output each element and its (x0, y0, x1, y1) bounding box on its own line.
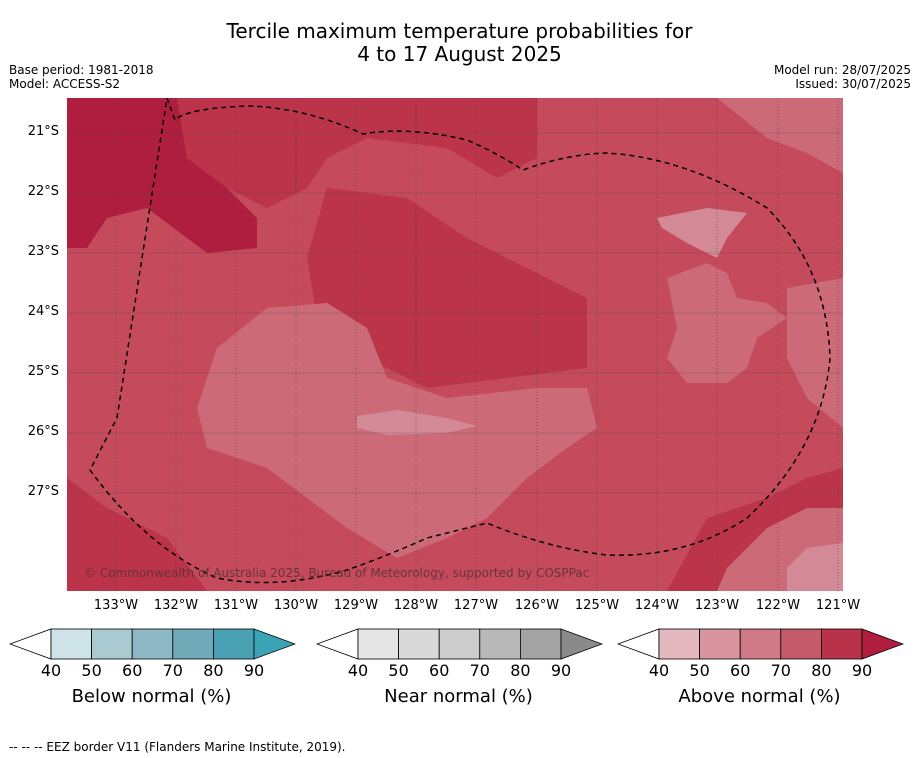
legend-segment (780, 628, 822, 660)
lat-label: 24°S (27, 304, 59, 319)
lon-label: 123°W (694, 598, 740, 613)
legend-colorbar (617, 628, 904, 660)
map-grid (67, 98, 843, 591)
legend-segment (212, 628, 255, 660)
legend-tick-label: 60 (122, 661, 143, 680)
lon-label: 121°W (815, 598, 861, 613)
map-svg (67, 98, 843, 591)
meta-left: Base period: 1981-2018 Model: ACCESS-S2 (9, 63, 154, 91)
legend-segment (699, 628, 741, 660)
lon-label: 129°W (333, 598, 379, 613)
legend-segment (519, 628, 562, 660)
legend-title: Above normal (%) (678, 686, 841, 707)
meta-right: Model run: 28/07/2025 Issued: 30/07/2025 (774, 63, 911, 91)
legend-extend-low (316, 628, 359, 660)
lat-label: 26°S (27, 424, 59, 439)
legend-tick-label: 70 (469, 661, 490, 680)
legend-tick-label: 80 (811, 661, 832, 680)
contour-80-west (177, 98, 537, 208)
legend-tick-label: 80 (203, 661, 224, 680)
lon-label: 126°W (514, 598, 560, 613)
legend-tick-label: 40 (40, 661, 62, 680)
legend-segment (739, 628, 782, 660)
contour-60-70-east (667, 263, 787, 383)
legend-tick-label: 40 (648, 661, 670, 680)
lon-label: 131°W (213, 598, 259, 613)
lat-label: 21°S (27, 124, 59, 139)
legend-tick-label: 70 (162, 661, 183, 680)
legend-tick-label: 50 (388, 661, 409, 680)
legend-extend-high (560, 628, 603, 660)
model-name: Model: ACCESS-S2 (9, 77, 121, 91)
lat-label: 23°S (27, 244, 59, 259)
probability-map[interactable] (67, 98, 843, 591)
title-line-1: Tercile maximum temperature probabilitie… (226, 19, 693, 43)
legend-segment (91, 628, 133, 660)
legend-extend-high (861, 628, 904, 660)
contour-50-60-central (357, 410, 477, 435)
legend-segment (479, 628, 521, 660)
lon-label: 132°W (153, 598, 199, 613)
legend-tick-label: 60 (730, 661, 751, 680)
contour-80-southwest (67, 478, 207, 591)
contour-80-central (307, 188, 587, 388)
legend-tick-label: 70 (770, 661, 791, 680)
legend-extend-low (9, 628, 52, 660)
lon-label: 127°W (453, 598, 499, 613)
legend-tick-label: 50 (689, 661, 710, 680)
eez-border (89, 98, 831, 584)
legend-segment (398, 628, 440, 660)
legend-extend-low (617, 628, 660, 660)
legend-colorbar (316, 628, 603, 660)
model-run: Model run: 28/07/2025 (773, 63, 911, 77)
copyright-notice: © Commonwealth of Australia 2025, Bureau… (84, 566, 590, 580)
legend-tick-label: 40 (347, 661, 369, 680)
lon-label: 125°W (574, 598, 620, 613)
contour-60-70-east-edge (787, 278, 843, 428)
lat-label: 22°S (27, 184, 59, 199)
legend-segment (172, 628, 214, 660)
legend-tick-label: 90 (550, 661, 572, 680)
legend-tick-label: 50 (81, 661, 102, 680)
lon-label: 128°W (393, 598, 439, 613)
lon-label: 130°W (273, 598, 319, 613)
contour-80-90-west (67, 98, 257, 253)
base-period: Base period: 1981-2018 (9, 63, 154, 77)
contour-50-60-southeast (787, 543, 843, 591)
legend-segment (357, 628, 399, 660)
legend-segment (820, 628, 863, 660)
lon-label: 133°W (93, 598, 139, 613)
legend-tick-label: 90 (243, 661, 265, 680)
legend-tick-label: 60 (429, 661, 450, 680)
lat-label: 27°S (27, 484, 59, 499)
lat-label: 25°S (27, 364, 59, 379)
legend-segment (131, 628, 174, 660)
legend-segment (438, 628, 481, 660)
legend-segment (50, 628, 92, 660)
legend-tick-label: 80 (510, 661, 531, 680)
contour-60-70-northeast (717, 98, 843, 173)
legend-title: Below normal (%) (71, 686, 232, 707)
eez-footer-note: -- -- -- EEZ border V11 (Flanders Marine… (9, 740, 346, 754)
legend-title: Near normal (%) (384, 686, 533, 707)
legend-segment (658, 628, 700, 660)
lon-label: 124°W (634, 598, 680, 613)
lon-label: 122°W (755, 598, 801, 613)
legend-extend-high (253, 628, 296, 660)
legend-tick-label: 90 (851, 661, 873, 680)
issued-date: Issued: 30/07/2025 (795, 77, 911, 91)
title-line-2: 4 to 17 August 2025 (357, 42, 562, 66)
legend-colorbar (9, 628, 296, 660)
contour-50-60-east (657, 208, 747, 258)
